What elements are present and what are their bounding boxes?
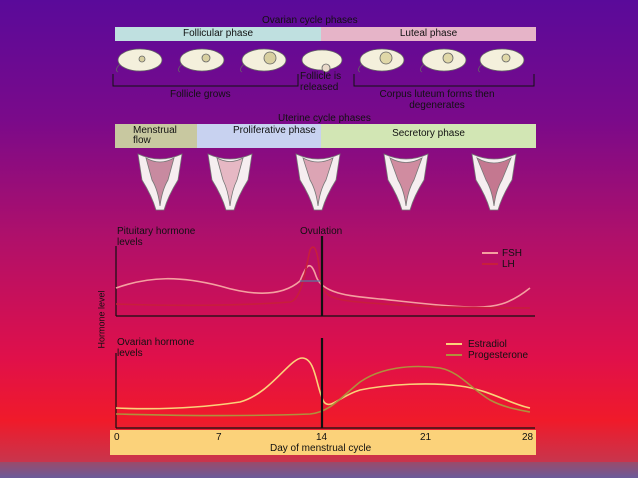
estradiol-legend-label: Estradiol: [468, 339, 507, 350]
day-tick-7: 7: [216, 432, 222, 443]
follicle-grows-bracket: [112, 74, 299, 87]
ovulation-label: Ovulation: [300, 226, 343, 237]
uterine-cycle-title: Uterine cycle phases: [278, 113, 371, 124]
uterus-icon-3: [295, 153, 341, 211]
ovary-icon-2: [178, 48, 225, 73]
ovarian-hormone-chart: [115, 338, 535, 429]
menstrual-phase-bar: Menstrual flow: [115, 124, 197, 148]
day-tick-21: 21: [420, 432, 432, 443]
estradiol-curve: [115, 357, 531, 410]
pituitary-chart: [115, 236, 535, 317]
follicular-phase-bar: Follicular phase: [115, 27, 321, 41]
follicular-phase-label: Follicular phase: [182, 28, 254, 39]
proliferative-phase-bar: Proliferative phase: [197, 124, 321, 148]
proliferative-phase-label: Proliferative phase: [233, 125, 316, 136]
ovarian-cycle-title: Ovarian cycle phases: [262, 15, 358, 26]
day-axis-label: Day of menstrual cycle: [270, 443, 372, 454]
uterus-icon-2: [207, 153, 253, 211]
luteal-phase-bar: Luteal phase: [321, 27, 536, 41]
day-axis-strip: 0 7 14 21 28 Day of menstrual cycle: [110, 430, 536, 455]
ovary-icon-3: [240, 48, 287, 73]
ovary-illustrations: [112, 48, 535, 87]
progesterone-legend-label: Progesterone: [468, 350, 529, 361]
day-tick-0: 0: [114, 432, 120, 443]
day-tick-14: 14: [316, 432, 328, 443]
uterus-icon-5: [471, 153, 517, 211]
ovary-icon-7: [478, 48, 525, 73]
corpus-luteum-bracket: [353, 74, 535, 87]
uterus-icon-4: [383, 153, 429, 211]
menstrual-phase-label: Menstrual flow: [133, 125, 177, 146]
lh-legend-label: LH: [502, 259, 515, 270]
secretory-phase-label: Secretory phase: [392, 128, 465, 139]
lh-curve: [115, 246, 531, 309]
secretory-phase-bar: Secretory phase: [321, 124, 536, 148]
progesterone-curve: [115, 365, 531, 417]
ovary-icon-5: [358, 48, 405, 73]
ovary-icon-6: [420, 48, 467, 73]
hormone-level-axis-label: Hormone level: [96, 290, 107, 349]
ovary-icon-1: [116, 48, 163, 73]
luteal-phase-label: Luteal phase: [399, 28, 458, 39]
day-tick-28: 28: [522, 432, 534, 443]
follicle-grows-label: Follicle grows: [170, 89, 231, 100]
uterus-icon-1: [137, 153, 183, 211]
ovarian-hormone-label: Ovarian hormone levels: [117, 337, 195, 359]
pituitary-hormone-label: Pituitary hormone levels: [117, 226, 196, 248]
bottom-band: [0, 462, 638, 478]
fsh-legend-label: FSH: [502, 248, 522, 259]
follicle-released-label: Follicle is released: [300, 71, 342, 93]
corpus-luteum-label: Corpus luteum forms then degenerates: [379, 89, 495, 111]
uterus-illustrations: [137, 153, 517, 211]
ovary-icon-4: [301, 49, 343, 73]
